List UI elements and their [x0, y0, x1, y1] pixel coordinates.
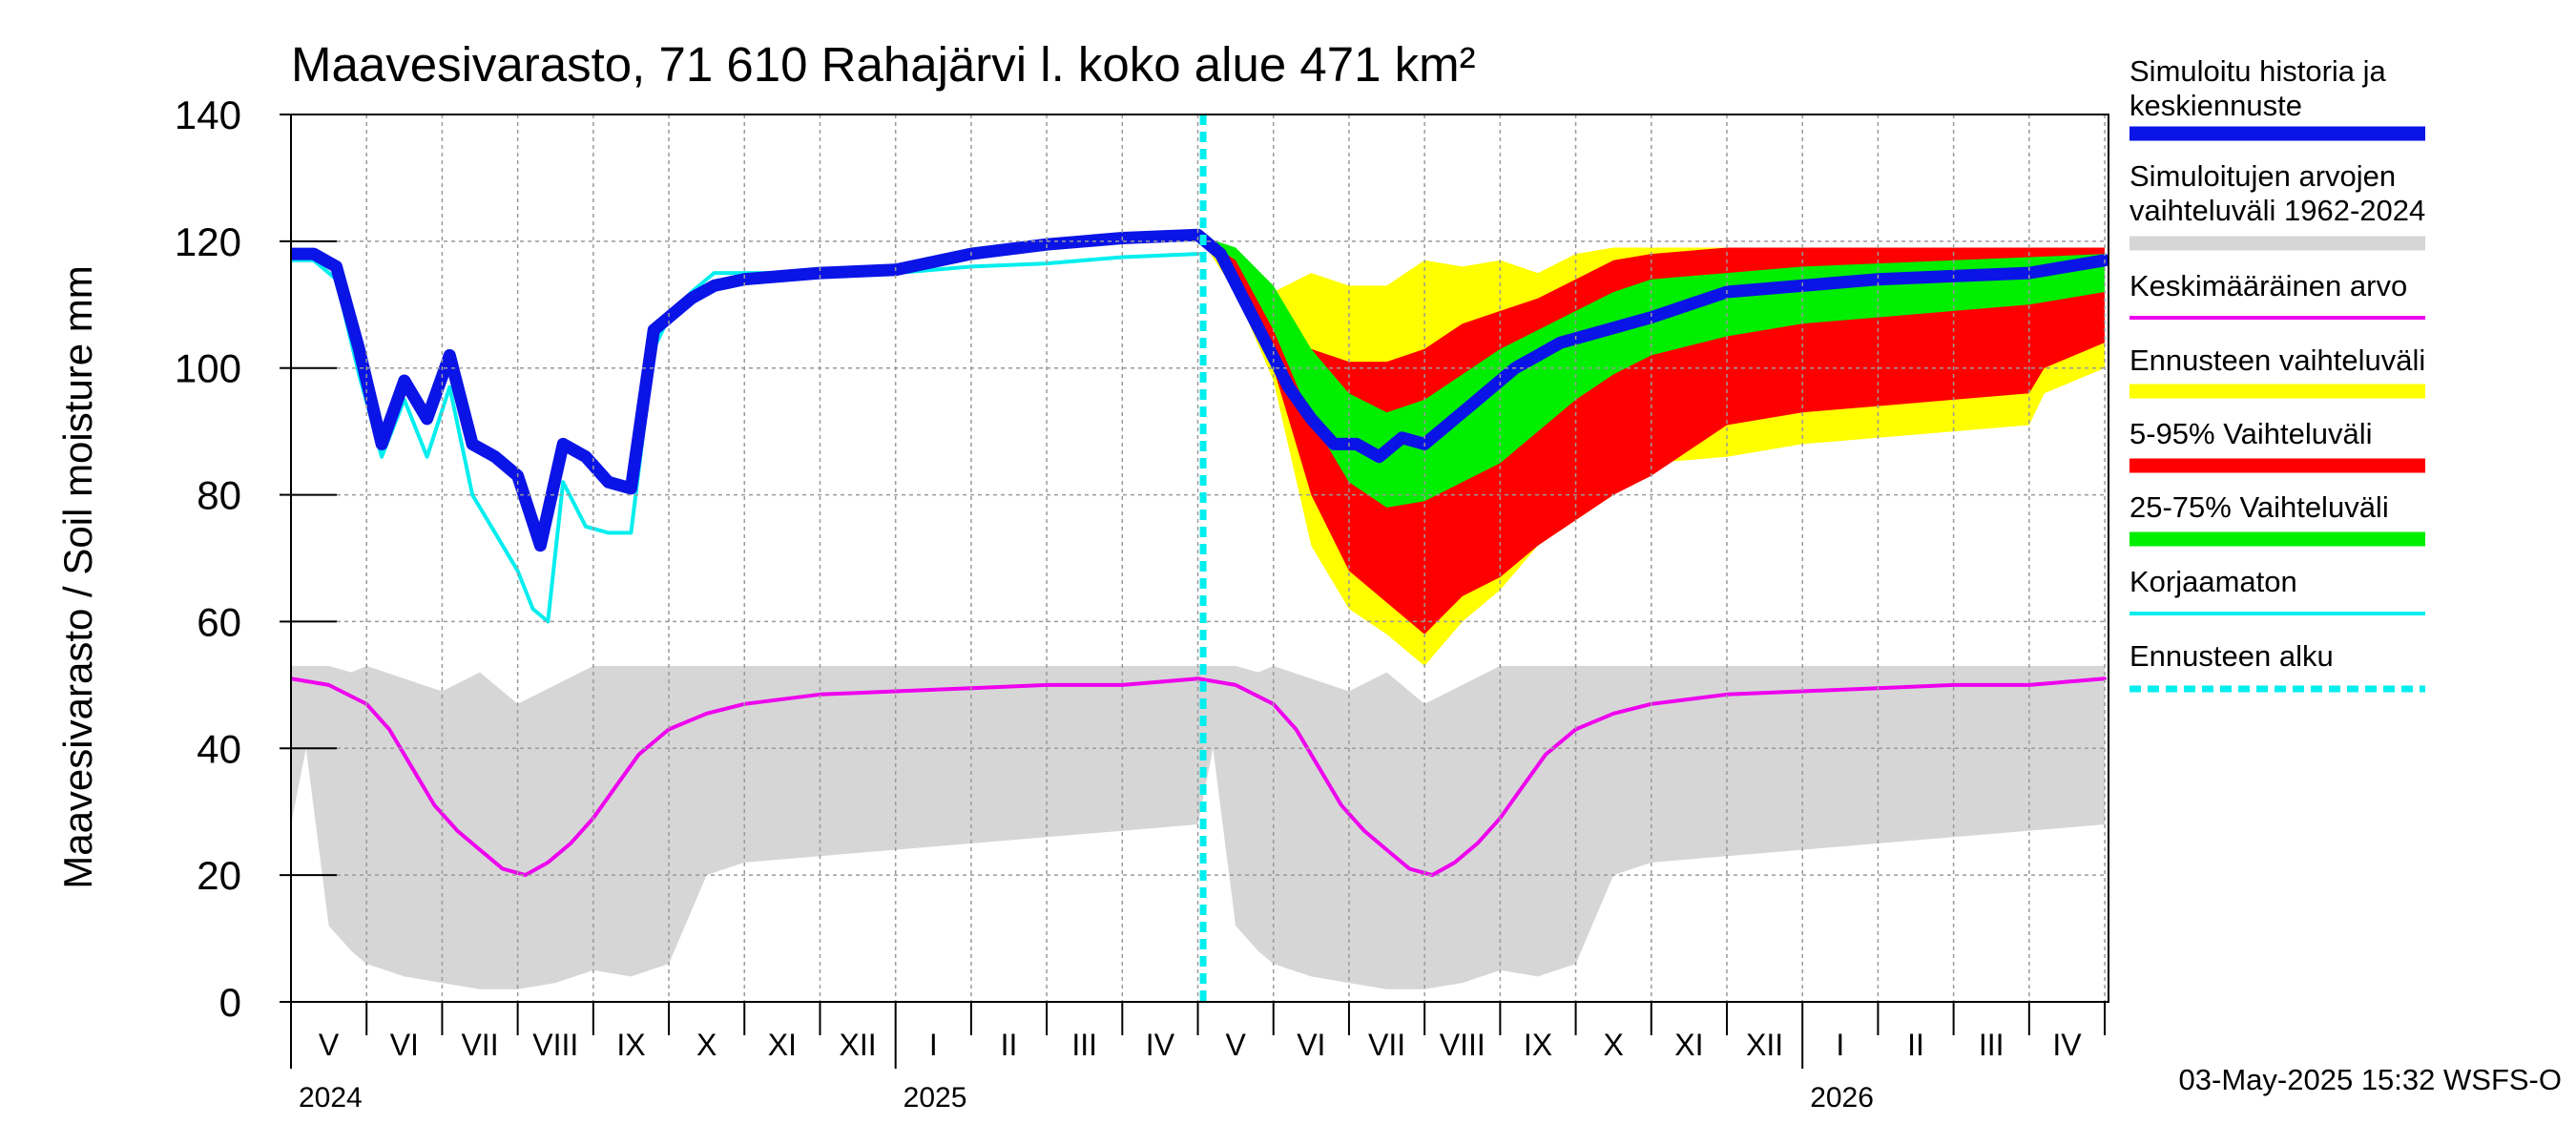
month-label: X — [696, 1028, 717, 1062]
y-tick-label: 140 — [175, 93, 241, 137]
y-tick-label: 80 — [197, 473, 241, 518]
simulated-line — [291, 228, 2109, 552]
month-label: VI — [390, 1028, 419, 1062]
month-label: VI — [1297, 1028, 1325, 1062]
historical-range-band — [291, 665, 2105, 989]
month-label: IX — [1524, 1028, 1552, 1062]
month-label: VIII — [532, 1028, 578, 1062]
month-label: II — [1001, 1028, 1018, 1062]
legend-label: Keskimääräinen arvo — [2129, 269, 2407, 302]
month-label: IX — [616, 1028, 645, 1062]
legend-label: Ennusteen alku — [2129, 639, 2334, 673]
legend: Simuloitu historia ja keskiennuste Simuloi… — [2129, 54, 2425, 693]
year-label: 2024 — [299, 1082, 363, 1114]
month-label: VIII — [1440, 1028, 1485, 1062]
month-label: II — [1907, 1028, 1924, 1062]
mean-line — [291, 677, 2107, 878]
year-label: 2025 — [904, 1082, 967, 1114]
month-label: I — [929, 1028, 938, 1062]
plot-frame — [290, 114, 2109, 1003]
month-label: XII — [840, 1028, 877, 1062]
chart-title: Maavesivarasto, 71 610 Rahajärvi l. koko… — [291, 37, 1476, 92]
month-label: IV — [1146, 1028, 1175, 1062]
grid — [291, 114, 2109, 1002]
month-label: V — [1225, 1028, 1246, 1062]
y-tick-label: 0 — [219, 980, 241, 1025]
month-label: V — [319, 1028, 340, 1062]
timestamp: 03-May-2025 15:32 WSFS-O — [2179, 1063, 2562, 1096]
y-tick-label: 120 — [175, 219, 241, 264]
y-tick-label: 100 — [175, 346, 241, 391]
month-label: IV — [2052, 1028, 2082, 1062]
legend-label: Ennusteen vaihteluväli — [2129, 344, 2425, 377]
month-label: III — [1071, 1028, 1097, 1062]
month-label: I — [1836, 1028, 1844, 1062]
y-tick-label: 20 — [197, 853, 241, 898]
month-label: XII — [1746, 1028, 1783, 1062]
month-label: VII — [461, 1028, 498, 1062]
legend-label: 25-75% Vaihteluväli — [2129, 490, 2389, 524]
legend-label: Korjaamaton — [2129, 565, 2297, 598]
y-axis-label: Maavesivarasto / Soil moisture mm — [55, 265, 100, 889]
month-label: VII — [1368, 1028, 1405, 1062]
month-label: X — [1604, 1028, 1624, 1062]
legend-label: Simuloitujen arvojen vaihteluväli 1962-20… — [2129, 159, 2425, 227]
month-label: XI — [1674, 1028, 1703, 1062]
month-label: III — [1979, 1028, 2005, 1062]
legend-label: Simuloitu historia ja keskiennuste — [2129, 54, 2387, 122]
legend-label: 5-95% Vaihteluväli — [2129, 417, 2372, 450]
y-tick-label: 40 — [197, 726, 241, 771]
month-label: XI — [768, 1028, 797, 1062]
y-tick-label: 60 — [197, 599, 241, 644]
year-label: 2026 — [1810, 1082, 1874, 1114]
